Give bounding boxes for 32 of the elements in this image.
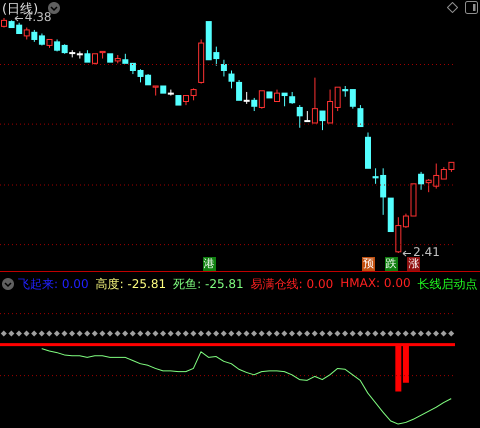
candlestick	[282, 92, 288, 107]
text: 跌	[384, 257, 398, 271]
candlestick	[220, 59, 227, 77]
candlestick	[289, 91, 296, 104]
candlestick	[152, 85, 159, 96]
candlestick	[312, 77, 318, 124]
candlestick	[251, 97, 258, 112]
candlestick	[84, 50, 90, 63]
candlestick	[24, 27, 30, 40]
text: 长线启动点	[418, 276, 478, 293]
text: 高度: -25.81	[96, 276, 166, 293]
text: 预	[362, 257, 375, 271]
annotation: 2.41	[413, 245, 440, 259]
candlestick	[426, 178, 432, 193]
text: 涨	[407, 257, 420, 271]
candlestick	[296, 104, 303, 128]
candlestick	[418, 171, 424, 190]
candlestick	[236, 80, 242, 101]
candlestick	[92, 53, 98, 66]
candlestick	[228, 70, 234, 89]
text: 易满仓线: 0.00	[250, 276, 334, 293]
candlestick	[175, 95, 182, 106]
candlestick	[258, 90, 265, 110]
text: HMAX: 0.00	[340, 276, 411, 292]
candlestick	[244, 91, 250, 104]
candlestick	[304, 110, 310, 122]
text: 死鱼: -25.81	[173, 276, 244, 293]
candlestick	[320, 110, 326, 131]
candlestick	[357, 104, 364, 128]
candlestick	[274, 89, 280, 102]
text: 港	[202, 257, 216, 271]
text: 飞起来: 0.00	[18, 276, 89, 293]
